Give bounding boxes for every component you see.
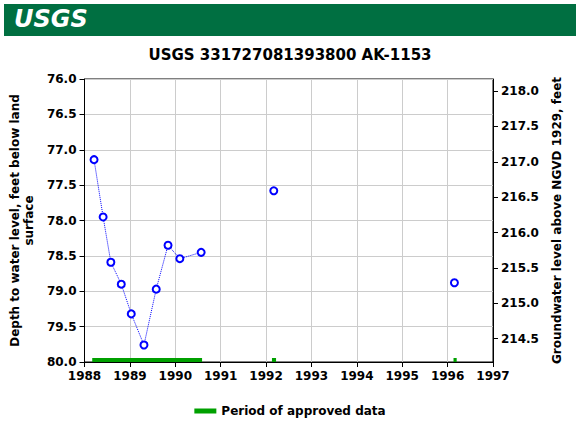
svg-text:77.0: 77.0 [47,143,77,157]
svg-text:1989: 1989 [113,369,146,383]
svg-text:78.0: 78.0 [47,214,77,228]
svg-text:79.0: 79.0 [47,284,77,298]
svg-text:77.5: 77.5 [47,178,77,192]
svg-text:1992: 1992 [249,369,282,383]
svg-text:80.0: 80.0 [47,355,77,369]
svg-text:216.0: 216.0 [501,226,539,240]
svg-text:215.0: 215.0 [501,296,539,310]
svg-text:1988: 1988 [68,369,101,383]
svg-text:1993: 1993 [295,369,328,383]
svg-text:1995: 1995 [386,369,419,383]
svg-text:1997: 1997 [476,369,509,383]
svg-text:USGS: USGS [14,5,88,33]
svg-text:217.0: 217.0 [501,155,539,169]
svg-text:Groundwater level above NGVD 1: Groundwater level above NGVD 1929, feet [550,77,564,364]
svg-text:78.5: 78.5 [47,249,77,263]
svg-text:Depth to water level, feet bel: Depth to water level, feet below land [8,94,22,347]
svg-text:76.5: 76.5 [47,107,77,121]
svg-text:1991: 1991 [204,369,237,383]
svg-text:214.5: 214.5 [501,332,539,346]
svg-text:218.0: 218.0 [501,84,539,98]
svg-text:215.5: 215.5 [501,261,539,275]
svg-text:216.5: 216.5 [501,190,539,204]
svg-text:surface: surface [22,195,36,245]
svg-text:1996: 1996 [431,369,464,383]
svg-text:1994: 1994 [340,369,373,383]
svg-text:217.5: 217.5 [501,119,539,133]
svg-text:76.0: 76.0 [47,72,77,86]
svg-text:1990: 1990 [159,369,192,383]
svg-text:Period of approved data: Period of approved data [221,404,385,418]
svg-text:79.5: 79.5 [47,320,77,334]
svg-text:USGS 331727081393800 AK-1153: USGS 331727081393800 AK-1153 [148,46,431,64]
